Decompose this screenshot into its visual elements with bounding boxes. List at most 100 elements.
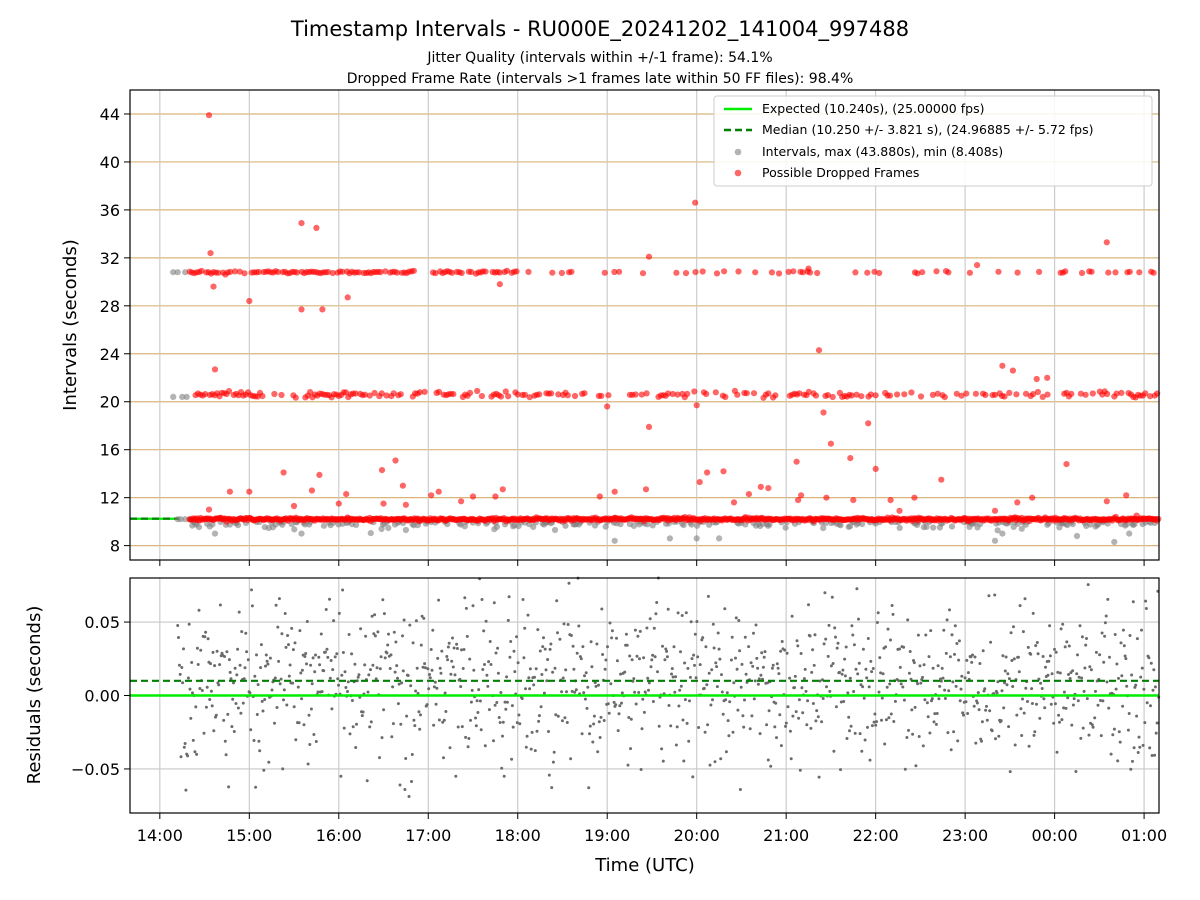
residual-point — [804, 689, 808, 693]
residual-point — [839, 768, 842, 772]
residual-point — [893, 699, 897, 703]
residual-point — [316, 690, 320, 694]
residual-point — [182, 745, 186, 749]
dropped-frame-point — [1142, 390, 1149, 397]
dropped-frame-point — [482, 268, 489, 275]
residual-point — [542, 691, 546, 695]
residual-point — [614, 703, 618, 707]
dropped-frame-point — [210, 283, 217, 290]
interval-point — [367, 530, 374, 537]
residual-point — [249, 728, 253, 732]
residual-point — [528, 687, 532, 691]
residual-point — [1029, 652, 1033, 656]
residual-point — [661, 644, 664, 648]
x-tick-label: 23:00 — [942, 826, 988, 845]
residual-point — [814, 719, 818, 723]
interval-point — [183, 393, 190, 400]
subtitle-jitter: Jitter Quality (intervals within +/-1 fr… — [426, 50, 772, 66]
dropped-frame-point — [1103, 239, 1110, 246]
residual-point — [876, 611, 880, 615]
dropped-frame-point — [645, 253, 653, 260]
residual-point — [1020, 734, 1024, 737]
residual-point — [941, 676, 945, 680]
dropped-frame-point — [730, 499, 738, 506]
residual-point — [704, 645, 708, 649]
dropped-frame-point — [999, 362, 1006, 369]
residual-point — [1155, 721, 1159, 725]
residual-point — [741, 714, 745, 718]
residual-point — [789, 757, 793, 761]
residual-point — [1131, 759, 1134, 763]
residual-point — [762, 655, 766, 659]
residual-point — [1141, 743, 1145, 747]
residual-point — [870, 670, 874, 674]
residual-point — [188, 687, 192, 691]
residual-point — [415, 666, 419, 670]
top-y-tick-label: 20 — [100, 393, 120, 412]
residual-point — [1068, 677, 1072, 680]
residual-point — [862, 696, 866, 700]
interval-point — [649, 522, 656, 529]
residual-point — [1012, 657, 1016, 661]
residual-point — [1122, 644, 1126, 648]
dropped-frame-point — [380, 500, 387, 507]
residual-point — [419, 643, 423, 647]
dropped-frame-point — [632, 391, 639, 398]
residual-point — [200, 689, 204, 692]
residual-point — [1144, 599, 1148, 603]
dropped-frame-point — [382, 268, 389, 275]
residual-point — [850, 624, 854, 628]
dropped-frame-point — [378, 390, 385, 397]
residual-point — [288, 663, 292, 667]
dropped-frame-point — [775, 270, 783, 277]
residual-point — [461, 667, 465, 670]
residual-point — [484, 619, 488, 623]
residual-point — [1058, 671, 1062, 675]
residual-point — [437, 718, 441, 722]
residual-point — [1026, 700, 1029, 703]
dropped-frame-point — [1126, 268, 1133, 275]
dropped-frame-point — [435, 388, 443, 395]
residual-point — [410, 780, 413, 783]
residual-point — [1007, 725, 1011, 729]
residual-point — [977, 708, 981, 712]
residual-point — [432, 723, 436, 727]
residual-point — [838, 670, 842, 674]
residual-point — [451, 636, 454, 640]
residual-point — [501, 734, 504, 738]
residual-point — [601, 653, 605, 656]
residual-point — [396, 676, 399, 680]
dropped-frame-point — [703, 390, 710, 398]
residual-point — [597, 720, 601, 724]
residual-point — [447, 641, 451, 645]
residual-point — [730, 635, 734, 639]
residual-point — [462, 648, 466, 651]
dropped-frame-point — [371, 389, 378, 397]
residual-point — [672, 645, 676, 649]
residual-point — [633, 690, 637, 694]
residual-point — [477, 688, 481, 692]
residual-point — [698, 663, 702, 667]
dropped-frame-point — [205, 112, 213, 119]
residual-point — [552, 750, 556, 754]
residual-point — [232, 681, 235, 685]
residual-point — [1143, 721, 1147, 725]
dropped-frame-point — [377, 269, 384, 276]
residual-point — [988, 709, 992, 713]
residual-point — [254, 785, 258, 789]
residual-point — [788, 729, 792, 733]
residual-point — [226, 712, 230, 716]
dropped-frame-point — [280, 469, 287, 476]
residual-point — [747, 645, 751, 649]
residual-point — [1150, 754, 1154, 757]
residual-point — [849, 724, 853, 728]
residual-point — [486, 684, 490, 688]
residual-point — [1142, 687, 1146, 691]
x-tick-label: 01:00 — [1121, 826, 1167, 845]
residual-point — [1049, 702, 1053, 706]
residual-point — [744, 672, 748, 676]
residual-point — [1138, 745, 1142, 749]
residual-point — [357, 673, 361, 677]
residual-point — [667, 704, 671, 707]
residual-point — [997, 734, 1001, 738]
